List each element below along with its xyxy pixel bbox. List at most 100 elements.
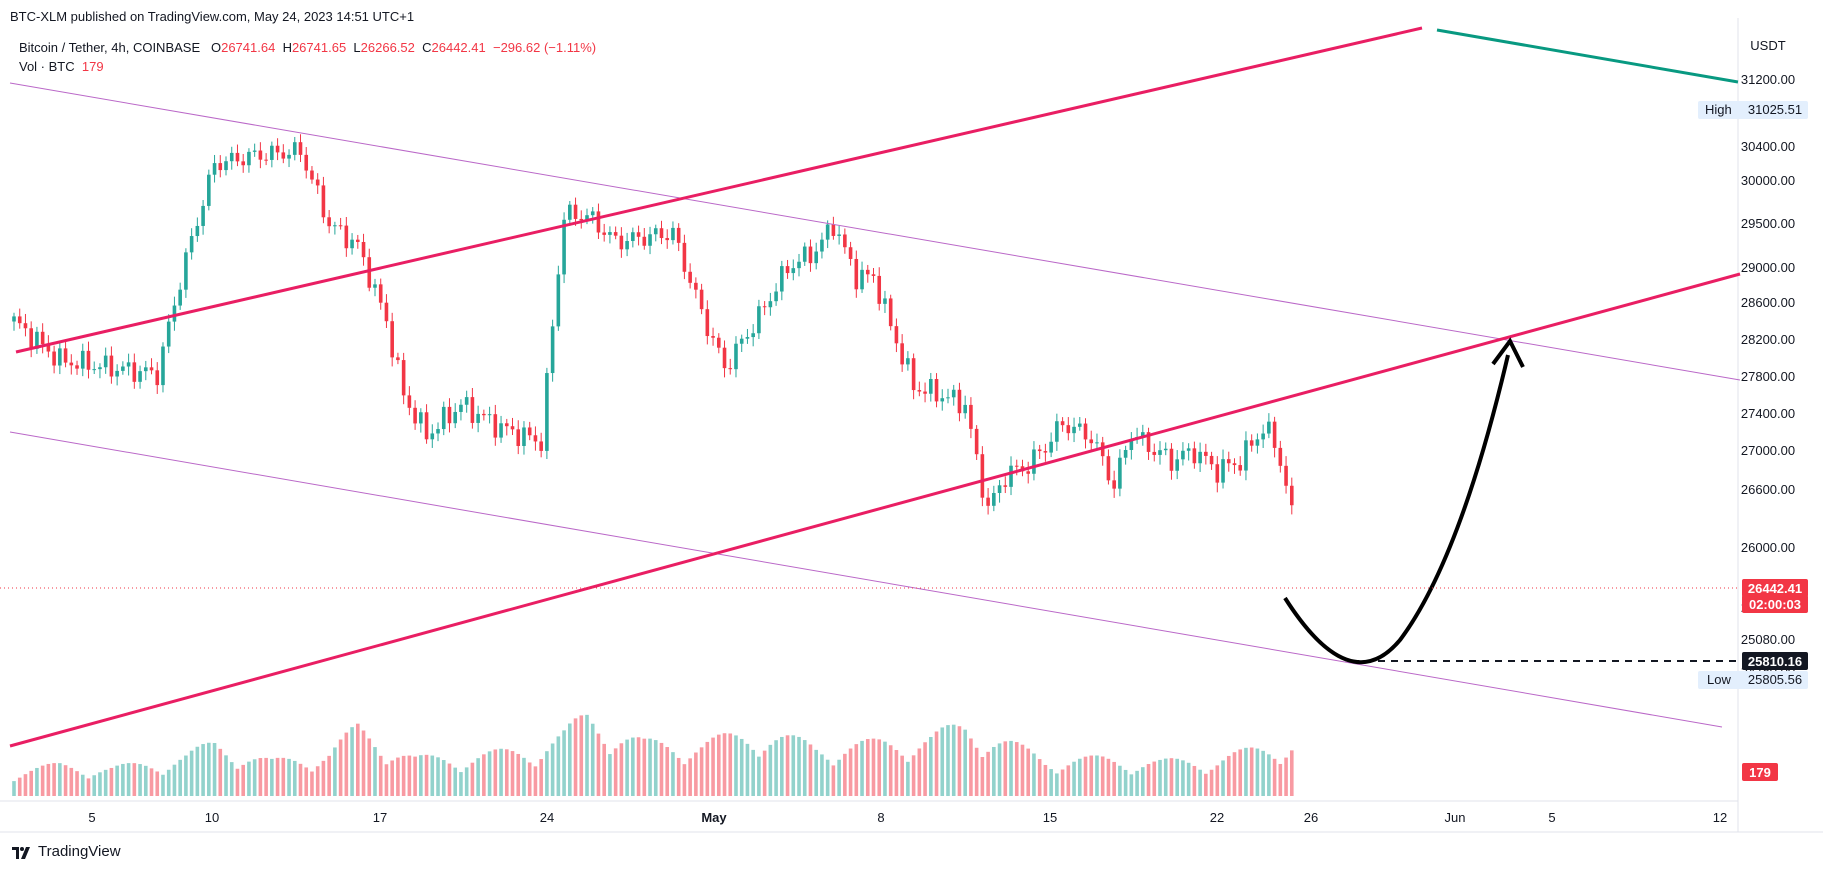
- tradingview-logo[interactable]: TradingView: [12, 843, 121, 860]
- volume-bar: [436, 757, 440, 796]
- volume-bar: [63, 765, 68, 796]
- candle-body: [229, 152, 234, 162]
- high-badge-label: High: [1705, 102, 1732, 117]
- volume-bar: [476, 758, 480, 796]
- volume-bar: [510, 751, 515, 796]
- candle-body: [338, 225, 343, 227]
- volume-bar: [997, 743, 1002, 796]
- volume-bar: [499, 748, 503, 796]
- volume-bar: [1037, 759, 1042, 796]
- volume-bar: [1221, 760, 1225, 796]
- candle-body: [201, 205, 205, 226]
- volume-bar: [653, 740, 658, 796]
- volume-bar: [1146, 764, 1151, 796]
- low-badge-value: 25805.56: [1748, 672, 1802, 687]
- volume-bar: [682, 764, 687, 796]
- candle-body: [1060, 421, 1065, 426]
- candle-body: [751, 333, 755, 338]
- candle-body: [1026, 471, 1031, 474]
- currency-label: USDT: [1750, 38, 1785, 53]
- candle-body: [888, 298, 893, 327]
- high-badge-bg: [1698, 101, 1808, 119]
- price-tick-label: 27800.00: [1741, 369, 1795, 384]
- candle-body: [504, 423, 509, 427]
- candle-body: [373, 284, 377, 288]
- candle-body: [625, 241, 629, 250]
- projection-level-badge: 25810.16: [1748, 654, 1802, 669]
- volume-bar: [791, 735, 796, 796]
- candle-body: [825, 224, 830, 240]
- volume-bar: [797, 736, 801, 796]
- volume-bar: [464, 767, 469, 796]
- candle-body: [58, 348, 62, 366]
- candle-body: [321, 185, 326, 218]
- volume-bar: [923, 742, 927, 796]
- volume-bar: [785, 735, 790, 796]
- volume-bar: [12, 781, 16, 796]
- time-tick-label: 22: [1210, 810, 1224, 825]
- volume-bar: [825, 759, 830, 796]
- candle-body: [711, 336, 715, 338]
- volume-bar: [751, 749, 755, 796]
- candle-body: [946, 397, 950, 399]
- candle-body: [1186, 448, 1191, 451]
- volume-bar: [98, 772, 102, 796]
- volume-bar: [739, 738, 744, 796]
- low-badge-label: Low: [1707, 672, 1731, 687]
- volume-bar: [58, 763, 62, 796]
- volume-bar: [608, 754, 612, 796]
- volume-bar: [1089, 755, 1094, 796]
- volume-bar: [1158, 759, 1162, 796]
- candle-body: [802, 246, 807, 262]
- candle-body: [957, 389, 962, 414]
- volume-bar: [247, 761, 251, 796]
- candle-body: [894, 326, 899, 344]
- time-tick-label: 5: [1548, 810, 1555, 825]
- time-tick-label: 12: [1713, 810, 1727, 825]
- price-tick-label: 30000.00: [1741, 173, 1795, 188]
- candle-body: [613, 232, 618, 236]
- candle-body: [447, 406, 452, 424]
- candle-body: [12, 316, 16, 322]
- candle-body: [52, 351, 56, 366]
- candle-body: [539, 441, 543, 451]
- price-tick-label: 28200.00: [1741, 332, 1795, 347]
- candle-body: [1284, 465, 1288, 486]
- candle-body: [608, 232, 612, 235]
- volume-bar: [304, 767, 309, 796]
- candle-body: [46, 344, 51, 352]
- candle-body: [734, 343, 738, 370]
- candle-body: [1152, 451, 1157, 455]
- candle-body: [1032, 449, 1036, 474]
- volume-bar: [550, 743, 555, 796]
- volume-bar: [1141, 767, 1145, 796]
- candle-body: [1175, 459, 1179, 471]
- candle-body: [441, 406, 446, 430]
- candle-body: [1169, 448, 1174, 471]
- volume-bar: [126, 763, 131, 796]
- candle-body: [195, 225, 200, 237]
- candle-body: [934, 378, 939, 402]
- volume-bar: [424, 754, 429, 796]
- candle-body: [178, 289, 182, 306]
- candle-body: [493, 414, 498, 438]
- volume-bar: [367, 738, 372, 796]
- candle-body: [258, 150, 263, 160]
- volume-bar: [40, 765, 45, 796]
- candle-body: [356, 239, 360, 242]
- candle-body: [1181, 450, 1185, 460]
- volume-bar: [854, 744, 859, 796]
- volume-bar: [1204, 773, 1208, 796]
- volume-bar: [212, 743, 217, 796]
- candle-body: [728, 368, 733, 370]
- countdown-badge: 02:00:03: [1749, 597, 1801, 612]
- volume-bar: [75, 771, 79, 796]
- volume-bar: [1272, 758, 1277, 796]
- volume-bar: [1077, 758, 1082, 796]
- volume-bar: [1261, 750, 1265, 796]
- volume-bar: [166, 769, 171, 796]
- candle-body: [550, 326, 555, 374]
- candle-body: [860, 269, 864, 290]
- volume-bar: [568, 723, 572, 796]
